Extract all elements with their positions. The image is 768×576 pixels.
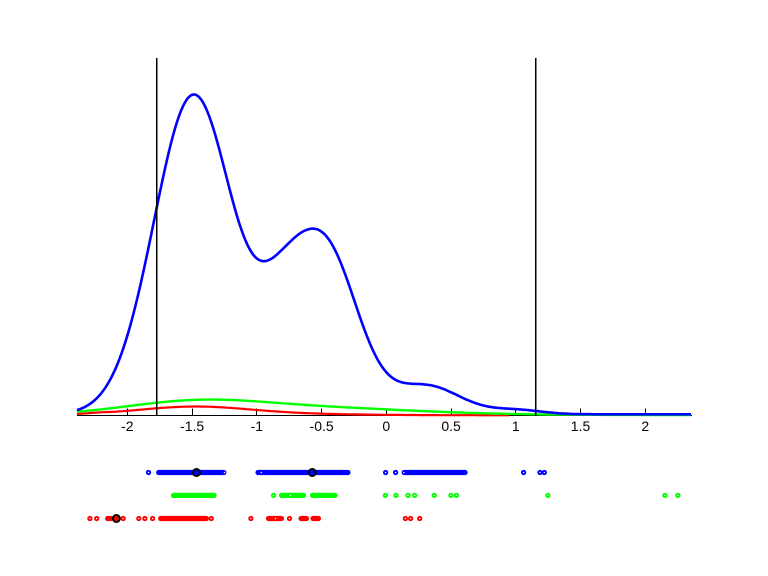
svg-text:1: 1 — [512, 418, 520, 434]
svg-text:0.5: 0.5 — [441, 418, 461, 434]
svg-text:-2: -2 — [121, 418, 134, 434]
svg-text:0: 0 — [382, 418, 390, 434]
svg-text:-1: -1 — [251, 418, 264, 434]
svg-text:-1.5: -1.5 — [180, 418, 204, 434]
svg-text:2: 2 — [641, 418, 649, 434]
svg-text:1.5: 1.5 — [571, 418, 591, 434]
svg-text:-0.5: -0.5 — [310, 418, 334, 434]
